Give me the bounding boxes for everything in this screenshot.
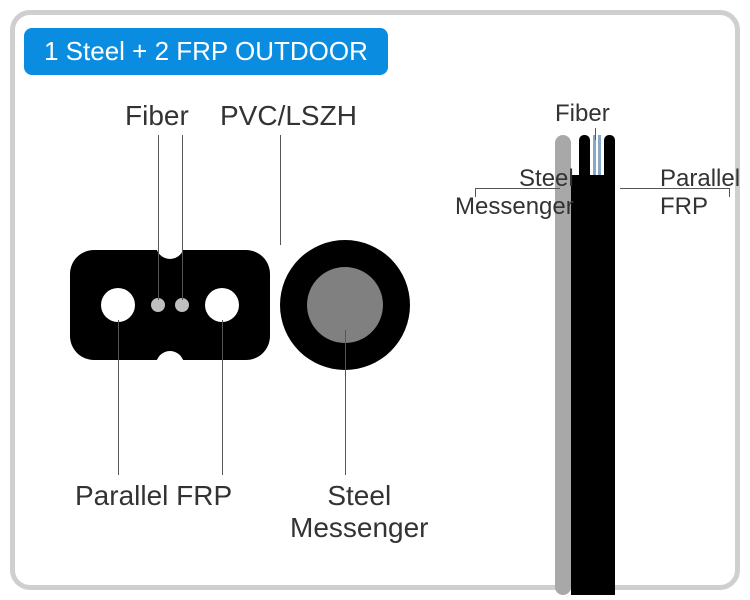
label-steel-messenger-right: Steel Messenger	[455, 165, 574, 221]
leader-line	[182, 135, 183, 300]
leader-line	[222, 320, 223, 475]
label-parallel-frp-bottom: Parallel FRP	[75, 480, 232, 512]
leader-line	[475, 188, 476, 197]
title-text: 1 Steel + 2 FRP OUTDOOR	[44, 36, 368, 66]
leader-line	[475, 188, 560, 189]
leader-line	[595, 128, 596, 140]
leader-line	[345, 330, 346, 475]
leader-line	[118, 320, 119, 475]
label-fiber-left: Fiber	[125, 100, 189, 132]
leader-line	[158, 135, 159, 300]
leader-line	[729, 188, 730, 197]
title-badge: 1 Steel + 2 FRP OUTDOOR	[24, 28, 388, 75]
leader-line	[620, 188, 730, 189]
label-steel-messenger-bottom: Steel Messenger	[290, 480, 429, 544]
label-fiber-right: Fiber	[555, 100, 610, 128]
cross-section-svg	[70, 235, 430, 375]
label-pvc: PVC/LSZH	[220, 100, 357, 132]
leader-line	[280, 135, 281, 245]
